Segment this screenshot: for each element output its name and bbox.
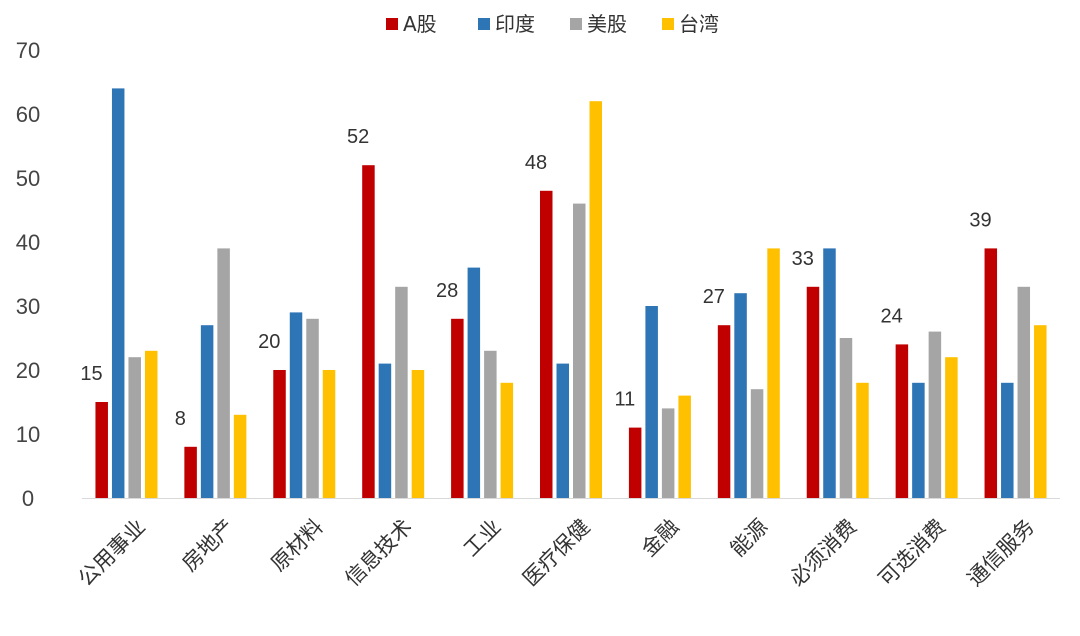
data-label: 48 (525, 152, 547, 174)
legend-swatch (570, 18, 582, 30)
x-tick-label: 可选消费 (874, 515, 950, 591)
bar-1-10 (895, 344, 909, 498)
legend-entry: 台湾 (679, 12, 719, 36)
x-tick-label: 原材料 (266, 515, 328, 577)
bar-3-6 (573, 203, 586, 498)
data-label: 15 (80, 363, 102, 385)
bar-4-11 (1034, 325, 1047, 498)
data-label: 39 (969, 209, 991, 231)
x-tick-label: 房地产 (177, 515, 239, 577)
legend-entry: 印度 (495, 12, 535, 36)
y-tick-label: 30 (16, 294, 40, 319)
bar-1-7 (628, 427, 642, 498)
bar-4-6 (589, 101, 602, 498)
x-tick-label: 医疗保健 (518, 515, 594, 591)
legend-entry: 美股 (587, 12, 627, 36)
legend: A股 印度 美股 台湾 (386, 12, 719, 36)
bar-1-1 (95, 402, 108, 498)
legend-entry: A股 (403, 12, 437, 36)
y-axis: 0 10 20 30 40 50 60 70 (16, 38, 40, 511)
bar-1-8 (717, 325, 731, 498)
bar-3-11 (1017, 286, 1031, 498)
y-tick-label: 20 (16, 358, 40, 383)
bar-4-4 (411, 370, 425, 498)
legend-swatch (662, 18, 674, 30)
bar-2-5 (467, 267, 481, 498)
bar-4-3 (322, 370, 336, 498)
bar-1-3 (273, 370, 286, 498)
bar-3-1 (128, 357, 141, 498)
bar-3-7 (661, 408, 675, 498)
bar-3-5 (484, 350, 497, 498)
bar-3-3 (306, 318, 319, 498)
y-tick-label: 10 (16, 422, 40, 447)
bar-3-4 (395, 286, 408, 498)
y-tick-label: 0 (22, 486, 34, 511)
bar-1-6 (540, 190, 553, 499)
bar-4-9 (856, 382, 869, 498)
bar-2-4 (378, 363, 392, 498)
bar-3-10 (928, 331, 942, 498)
data-label: 11 (615, 389, 636, 411)
bar-4-1 (144, 350, 158, 498)
data-label: 52 (347, 126, 369, 148)
bar-1-5 (451, 318, 464, 498)
data-labels: 15 8 20 52 28 48 11 27 33 24 39 (80, 126, 991, 430)
bar-1-4 (362, 165, 375, 498)
bar-3-2 (217, 248, 230, 498)
x-tick-label: 通信服务 (963, 515, 1039, 591)
data-label: 20 (258, 331, 280, 353)
bar-4-10 (945, 357, 958, 498)
bar-1-2 (184, 446, 197, 498)
x-tick-label: 信息技术 (340, 515, 416, 591)
bar-1-9 (806, 286, 820, 498)
y-tick-label: 70 (16, 38, 40, 63)
bar-1-11 (984, 248, 998, 498)
legend-swatch (386, 18, 398, 30)
bar-2-11 (1001, 382, 1014, 498)
data-label: 27 (703, 286, 725, 308)
bar-2-2 (200, 325, 214, 498)
bar-4-7 (678, 395, 691, 498)
bar-2-8 (734, 293, 747, 498)
bar-4-8 (767, 248, 780, 498)
data-label: 28 (436, 280, 458, 302)
x-axis: 公用事业 房地产 原材料 信息技术 工业 医疗保健 金融 能源 必须消费 可选消费 通信服务 (74, 498, 1060, 591)
bar-2-9 (823, 248, 836, 498)
bar-2-7 (645, 306, 658, 498)
y-tick-label: 60 (16, 102, 40, 127)
x-tick-label: 公用事业 (74, 515, 150, 591)
x-tick-label: 金融 (637, 515, 684, 562)
bar-2-1 (111, 88, 125, 499)
y-tick-label: 40 (16, 230, 40, 255)
bar-2-3 (289, 312, 303, 498)
bars (95, 88, 1047, 499)
bar-4-5 (500, 382, 514, 498)
legend-swatch (478, 18, 490, 30)
x-tick-label: 必须消费 (785, 515, 861, 591)
x-tick-label: 工业 (459, 515, 506, 562)
bar-3-8 (750, 389, 764, 498)
data-label: 24 (881, 305, 903, 327)
data-label: 8 (175, 408, 186, 430)
bar-2-10 (912, 382, 925, 498)
y-tick-label: 50 (16, 166, 40, 191)
bar-2-6 (556, 363, 569, 498)
bar-4-2 (233, 414, 247, 498)
bar-3-9 (839, 338, 853, 498)
data-label: 33 (792, 248, 814, 270)
x-tick-label: 能源 (726, 515, 773, 562)
